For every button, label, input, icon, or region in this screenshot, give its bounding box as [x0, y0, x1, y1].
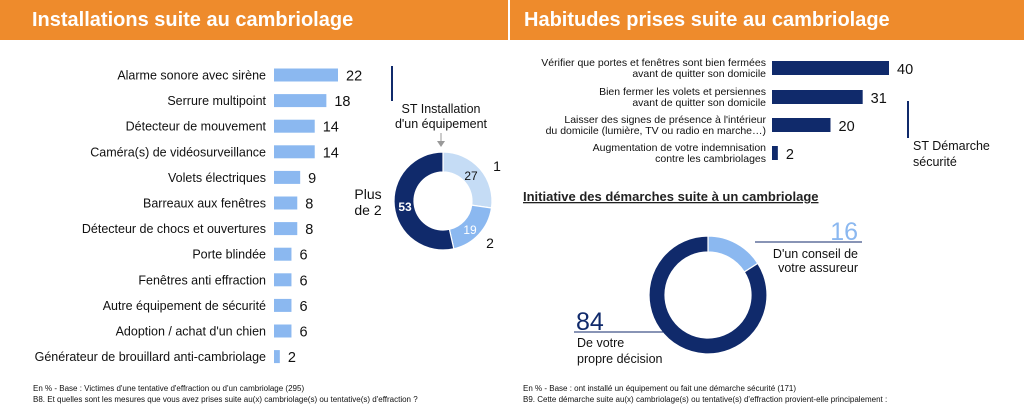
bar-category-label: Serrure multipoint	[167, 94, 266, 108]
right-question-note: B9. Cette démarche suite au(x) cambriola…	[523, 395, 888, 404]
donut-value-label: 27	[464, 169, 478, 183]
bar-value-label: 9	[308, 171, 316, 187]
bar-value-label: 2	[786, 147, 794, 163]
bar-value-label: 22	[346, 69, 362, 85]
bar-value-label: 2	[288, 350, 296, 366]
bar-value-label: 6	[299, 273, 307, 289]
bar-installation	[274, 324, 292, 338]
bar-category-label: Détecteur de chocs et ouvertures	[82, 222, 266, 236]
bar-installation	[274, 119, 315, 133]
bar-category-label: Adoption / achat d'un chien	[116, 325, 266, 339]
bar-value-label: 6	[299, 248, 307, 264]
bar-habit	[772, 118, 831, 132]
bar-value-label: 6	[299, 299, 307, 315]
bar-category-label: contre les cambriolages	[655, 153, 766, 165]
donut-category-label: Plus	[354, 186, 381, 202]
bar-value-label: 40	[897, 62, 913, 78]
initiative-donut-slice	[648, 235, 768, 355]
bar-category-label: avant de quitter son domicile	[632, 68, 766, 80]
donut-category-label: votre assureur	[778, 261, 858, 275]
donut-title: Initiative des démarches suite à un camb…	[523, 189, 819, 204]
donut-category-label: propre décision	[577, 352, 663, 366]
bar-habit	[772, 90, 863, 104]
installation-bracket-label: d'un équipement	[395, 117, 488, 131]
bar-category-label: Générateur de brouillard anti-cambriolag…	[35, 350, 266, 364]
bar-category-label: avant de quitter son domicile	[632, 97, 766, 109]
bar-installation	[274, 94, 327, 108]
donut-value-label: 19	[463, 223, 477, 237]
bar-installation	[274, 247, 292, 261]
right-base-note: En % - Base : ont installé un équipement…	[523, 384, 797, 393]
bar-value-label: 8	[305, 197, 313, 213]
donut-value-label: 84	[576, 308, 604, 336]
donut-category-label: D'un conseil de	[773, 247, 858, 261]
bar-category-label: Fenêtres anti effraction	[138, 273, 266, 287]
bar-value-label: 20	[839, 119, 855, 135]
bar-category-label: Autre équipement de sécurité	[103, 299, 266, 313]
bar-installation	[274, 170, 301, 184]
bar-value-label: 14	[323, 120, 339, 136]
habit-bracket-label: sécurité	[913, 155, 957, 169]
donut-value-label: 53	[398, 200, 412, 214]
bar-category-label: du domicile (lumière, TV ou radio en mar…	[546, 125, 766, 137]
left-base-note: En % - Base : Victimes d'une tentative d…	[33, 384, 305, 393]
bar-value-label: 31	[871, 91, 887, 107]
left-question-note: B8. Et quelles sont les mesures que vous…	[33, 395, 418, 404]
equipment-donut-slice	[393, 151, 455, 251]
bar-installation	[274, 298, 292, 312]
bar-category-label: Laisser des signes de présence à l'intér…	[564, 114, 766, 126]
installation-bracket-arrowhead	[437, 141, 445, 147]
left-panel-title: Installations suite au cambriolage	[0, 0, 508, 40]
bar-category-label: Caméra(s) de vidéosurveillance	[90, 145, 266, 159]
bar-habit	[772, 146, 778, 160]
donut-value-label: 16	[830, 218, 858, 246]
initiative-donut-slice	[707, 235, 759, 273]
bar-installation	[274, 350, 280, 364]
bar-installation	[274, 273, 292, 287]
bar-value-label: 18	[334, 94, 350, 110]
bar-category-label: Porte blindée	[192, 248, 266, 262]
bar-value-label: 14	[323, 145, 339, 161]
bar-category-label: Barreaux aux fenêtres	[143, 197, 266, 211]
donut-category-label: de 2	[354, 202, 381, 218]
bar-category-label: Bien fermer les volets et persiennes	[599, 86, 766, 98]
right-panel-title: Habitudes prises suite au cambriolage	[508, 0, 1024, 40]
bar-category-label: Alarme sonore avec sirène	[117, 69, 266, 83]
habit-bracket-label: ST Démarche	[913, 139, 990, 153]
bar-installation	[274, 222, 298, 236]
bar-installation	[274, 68, 338, 82]
bar-category-label: Volets électriques	[168, 171, 266, 185]
bar-value-label: 8	[305, 222, 313, 238]
donut-category-label: 1	[493, 158, 501, 174]
bar-value-label: 6	[299, 325, 307, 341]
bar-category-label: Détecteur de mouvement	[126, 120, 267, 134]
bar-installation	[274, 145, 315, 159]
bar-category-label: Vérifier que portes et fenêtres sont bie…	[541, 57, 766, 69]
bar-habit	[772, 61, 889, 75]
installation-bracket-label: ST Installation	[402, 102, 481, 116]
donut-category-label: 2	[486, 235, 494, 251]
bar-category-label: Augmentation de votre indemnisation	[593, 142, 767, 154]
donut-category-label: De votre	[577, 336, 624, 350]
bar-installation	[274, 196, 298, 210]
